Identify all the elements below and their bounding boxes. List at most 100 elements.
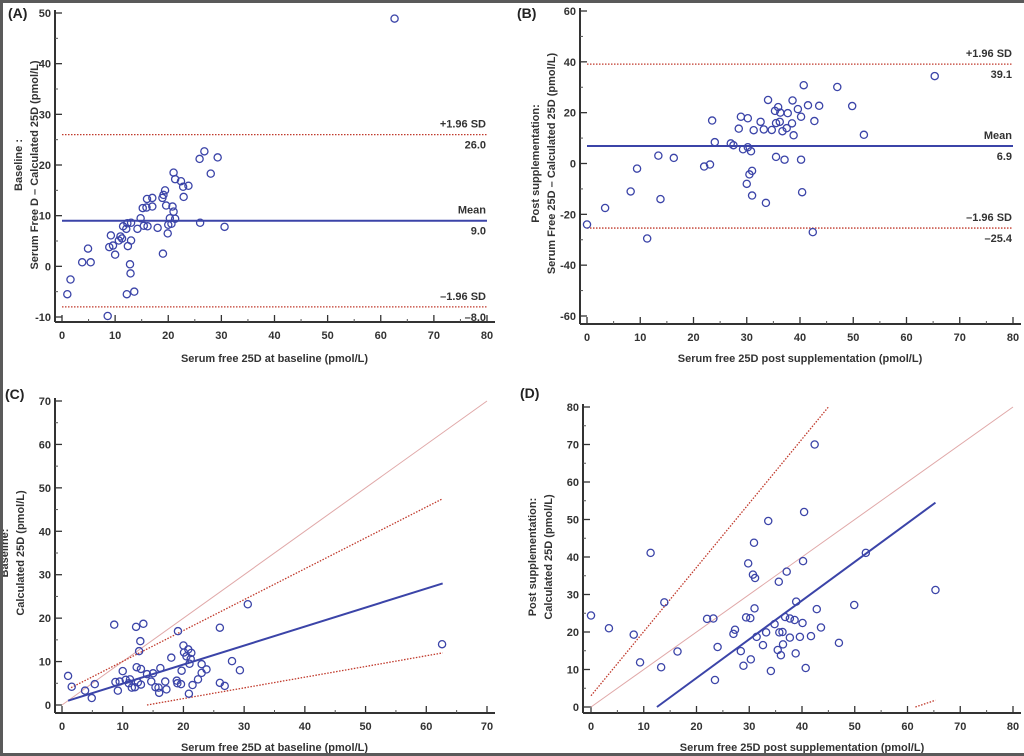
data-point xyxy=(766,666,776,676)
data-point xyxy=(774,577,784,587)
y-tick-label: 40 xyxy=(567,552,579,564)
x-tick-label: 10 xyxy=(117,721,129,733)
y-tick-label: 70 xyxy=(39,396,51,408)
data-point xyxy=(709,614,718,623)
data-point xyxy=(801,663,810,673)
data-point xyxy=(134,646,144,656)
x-tick-label: 20 xyxy=(162,330,174,342)
data-point xyxy=(746,655,756,664)
data-point xyxy=(139,221,149,231)
data-point xyxy=(161,201,171,210)
data-point xyxy=(437,639,447,649)
data-point xyxy=(125,260,135,269)
data-point xyxy=(195,218,205,228)
data-point xyxy=(859,130,869,140)
x-tick-label: 60 xyxy=(375,330,387,342)
x-tick-label: 30 xyxy=(743,721,755,733)
data-point xyxy=(761,628,771,637)
data-point xyxy=(179,641,188,650)
data-point xyxy=(814,101,824,111)
data-point xyxy=(749,125,758,135)
data-point xyxy=(142,203,151,212)
data-point xyxy=(773,102,783,112)
data-point xyxy=(747,166,757,176)
data-point xyxy=(116,232,125,241)
panel-label: (D) xyxy=(520,385,539,401)
data-point xyxy=(200,147,209,156)
data-point xyxy=(775,117,785,127)
y-tick-label: -10 xyxy=(35,312,51,324)
data-point xyxy=(816,623,826,632)
x-tick-label: 0 xyxy=(59,330,65,342)
y-tick-label: 0 xyxy=(45,261,51,273)
data-point xyxy=(138,203,147,213)
x-tick-label: 40 xyxy=(299,721,311,733)
data-point xyxy=(165,213,175,223)
data-point xyxy=(136,664,146,674)
data-point xyxy=(215,623,225,632)
regression-line xyxy=(67,582,443,702)
data-point xyxy=(660,598,669,607)
data-point xyxy=(775,628,784,637)
data-point xyxy=(759,125,769,134)
data-point xyxy=(136,636,145,646)
data-point xyxy=(220,681,229,691)
y-tick-label: -20 xyxy=(560,209,576,221)
data-point xyxy=(742,179,752,189)
data-point xyxy=(235,666,245,675)
y-tick-label: 40 xyxy=(39,526,51,538)
data-point xyxy=(123,219,132,228)
data-point xyxy=(778,640,788,649)
data-point xyxy=(785,633,795,642)
data-point xyxy=(168,202,177,211)
data-point xyxy=(791,597,801,606)
data-point xyxy=(796,112,806,121)
y-axis-label: Serum Free 25D – Calculated 25D (pmol/L) xyxy=(546,53,558,275)
y-tick-label: -40 xyxy=(560,260,576,272)
data-point xyxy=(752,632,761,642)
panel-label: (B) xyxy=(517,5,536,21)
panel-label: (A) xyxy=(8,5,27,21)
lower-loa-label: –1.96 SD xyxy=(966,212,1012,224)
data-point xyxy=(763,95,773,105)
y-tick-label: 50 xyxy=(39,483,51,495)
y-tick-label: 20 xyxy=(39,613,51,625)
data-point xyxy=(179,192,188,202)
data-point xyxy=(163,229,172,238)
data-point xyxy=(767,125,777,135)
x-tick-label: 20 xyxy=(177,721,189,733)
data-point xyxy=(83,244,93,253)
data-point xyxy=(86,258,95,267)
data-point xyxy=(126,236,136,245)
lower-loa-label: –1.96 SD xyxy=(440,291,486,303)
lower-ci-line xyxy=(146,652,443,706)
data-point xyxy=(146,677,156,686)
data-point xyxy=(173,626,183,636)
data-point xyxy=(184,689,194,698)
data-point xyxy=(115,677,124,686)
data-point xyxy=(156,663,165,673)
data-point xyxy=(154,688,164,698)
data-point xyxy=(66,275,75,284)
x-tick-label: 50 xyxy=(847,332,859,344)
data-point xyxy=(806,631,816,641)
data-point xyxy=(160,677,170,686)
y-tick-label: -60 xyxy=(560,311,576,323)
data-point xyxy=(746,613,755,623)
data-point xyxy=(136,213,145,223)
x-tick-label: 0 xyxy=(584,332,590,344)
data-point xyxy=(129,287,139,296)
data-point xyxy=(780,612,790,622)
y-tick-label: 60 xyxy=(567,477,579,489)
y-axis-label: Calculated 25D (pmol/L) xyxy=(15,490,27,616)
data-point xyxy=(197,659,206,669)
data-point xyxy=(109,620,119,629)
data-point xyxy=(195,154,204,164)
data-point xyxy=(673,647,682,656)
y-tick-label: 80 xyxy=(567,402,579,414)
data-point xyxy=(390,14,399,23)
data-point xyxy=(778,627,787,637)
data-point xyxy=(186,654,195,664)
data-point xyxy=(160,186,170,195)
lower-loa-value: –25.4 xyxy=(984,233,1012,245)
